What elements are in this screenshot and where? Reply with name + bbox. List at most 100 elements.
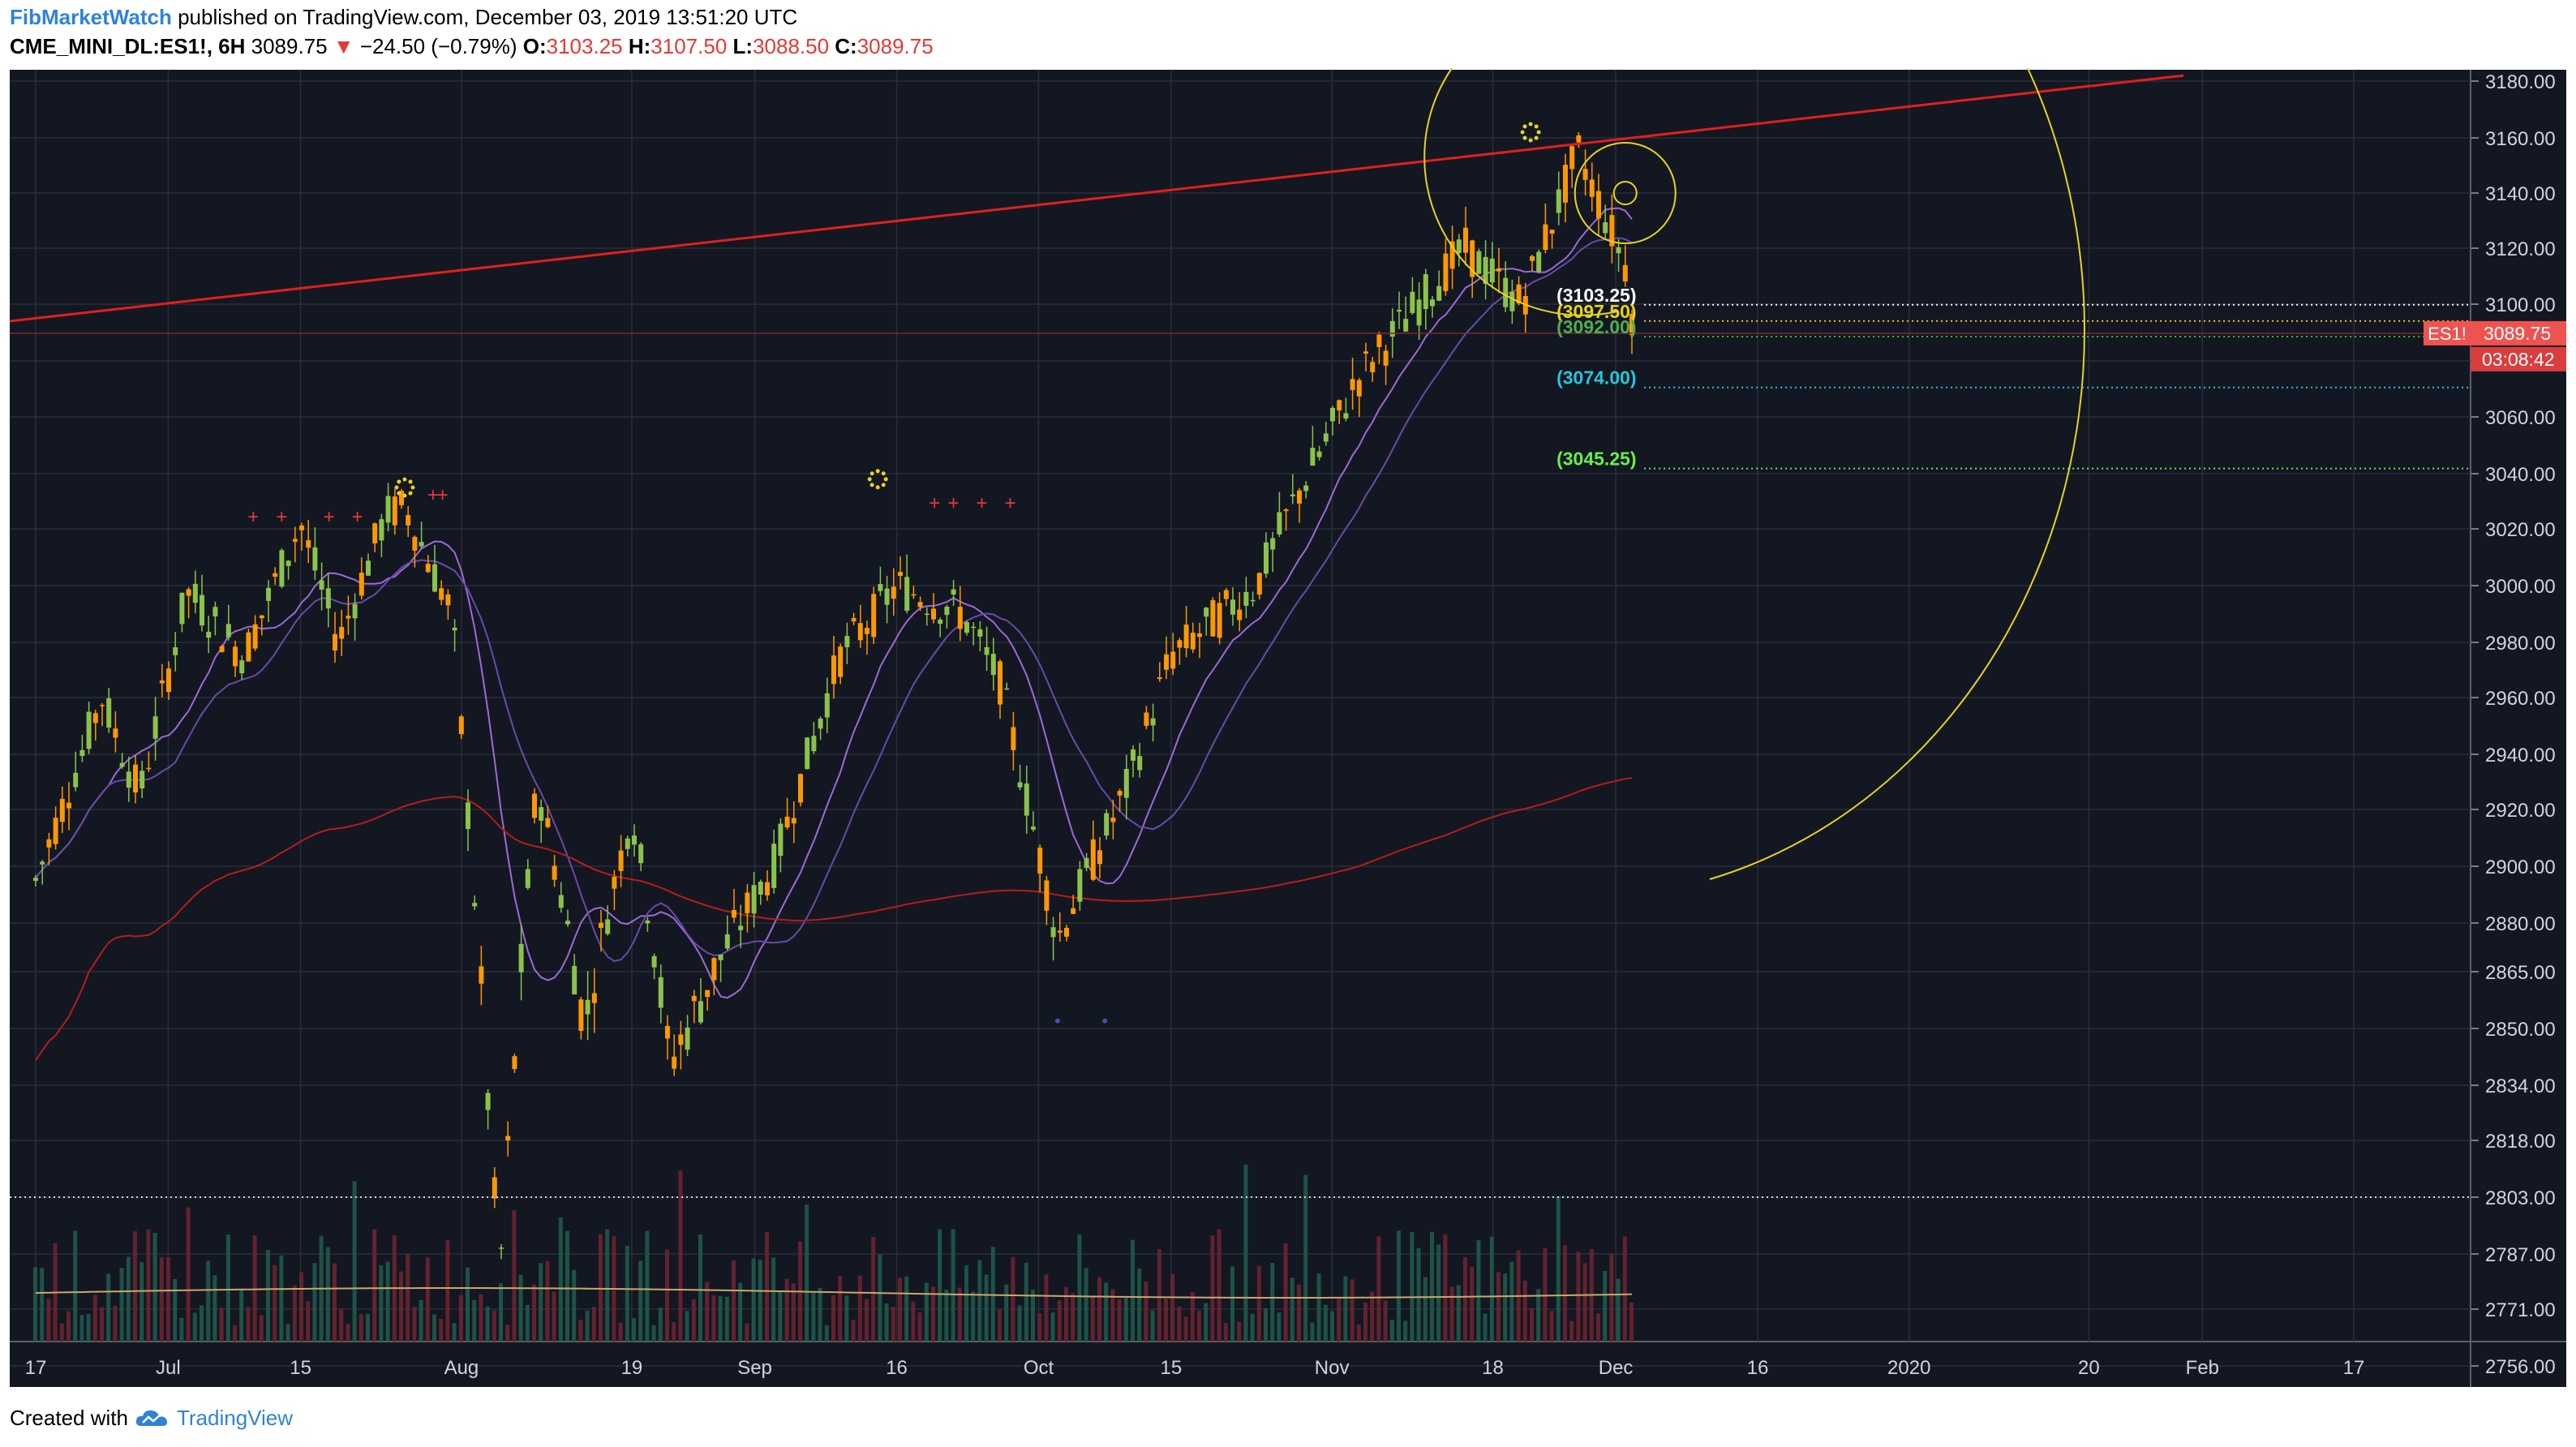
volume-bar (1090, 1295, 1095, 1342)
volume-bar (1470, 1266, 1475, 1342)
volume-bar (1350, 1279, 1355, 1342)
candle-body (1389, 320, 1395, 337)
dot-marker (1520, 130, 1525, 135)
volume-bar (1622, 1236, 1627, 1342)
candle-body (651, 955, 657, 968)
candle-body (1503, 277, 1509, 307)
volume-average-line (35, 1286, 1633, 1299)
candle-body (485, 1093, 491, 1110)
volume-bar (1456, 1285, 1461, 1342)
price-chart[interactable]: (3103.25)(3097.50)(3092.00) (3074.00) (304… (0, 68, 2576, 1392)
x-tick-label: 18 (1482, 1357, 1504, 1379)
volume-bar (406, 1253, 410, 1342)
plus-marker: + (929, 492, 940, 514)
candle-body (1622, 264, 1628, 282)
candle-body (67, 802, 71, 809)
x-tick-label: 2020 (1887, 1357, 1930, 1379)
fib-arc-mid (1423, 68, 1617, 316)
candle-body (857, 623, 863, 641)
candle-body (1363, 351, 1368, 354)
plus-marker: + (948, 492, 960, 514)
volume-bar (1017, 1305, 1022, 1342)
low-label: L: (732, 34, 753, 58)
volume-bar (784, 1278, 789, 1342)
volume-bar (286, 1324, 290, 1342)
volume-bar (279, 1255, 284, 1342)
candle-body (811, 736, 817, 752)
symbol-line: CME_MINI_DL:ES1!, 6H 3089.75 ▼ −24.50 (−… (10, 34, 934, 58)
plus-marker: + (276, 506, 287, 528)
candle-body (385, 496, 391, 523)
volume-bar (140, 1262, 144, 1342)
volume-bar (1011, 1256, 1015, 1342)
volume-bar (452, 1323, 457, 1342)
symbol-badge-bg (2424, 320, 2471, 346)
candle-body (1097, 850, 1102, 865)
candle-body (891, 586, 896, 599)
volume-bar (366, 1313, 370, 1342)
candle-body (698, 1001, 703, 1023)
candle-body (192, 583, 198, 603)
volume-bar (146, 1229, 151, 1342)
volume-bar (558, 1217, 563, 1342)
moving-averages (35, 207, 1633, 1062)
volume-bar (951, 1229, 955, 1342)
volume-bar (439, 1319, 444, 1342)
candle-body (206, 631, 212, 638)
volume-bar (1104, 1282, 1109, 1342)
volume-bar (651, 1325, 656, 1342)
volume-bar (458, 1295, 463, 1342)
volume-bar (466, 1267, 470, 1342)
candle-body (186, 589, 191, 596)
candle-body (917, 602, 923, 608)
volume-bar (113, 1305, 118, 1342)
candle-body (1250, 599, 1256, 602)
volume-bar (691, 1299, 696, 1342)
candle-body (691, 995, 697, 1002)
volume-bar (984, 1274, 989, 1342)
x-tick-label: 15 (1160, 1357, 1182, 1379)
candle-body (113, 728, 118, 738)
plus-marker: + (977, 492, 988, 514)
candle-body (152, 716, 158, 739)
symbol-name[interactable]: CME_MINI_DL:ES1!, 6H (10, 34, 246, 58)
candle-body (1356, 380, 1362, 397)
candle-body (545, 818, 551, 827)
volume-bar (724, 1296, 729, 1342)
candle-body (412, 536, 418, 551)
last-price-badge-bg (2471, 320, 2566, 346)
y-tick-label: 3000.00 (2485, 576, 2556, 598)
volume-bar (751, 1258, 756, 1342)
candle-body (79, 749, 85, 757)
volume-bar (552, 1291, 556, 1342)
y-tick-label: 2865.00 (2485, 962, 2556, 984)
volume-bar (1343, 1276, 1348, 1342)
volume-bar (312, 1263, 317, 1342)
volume-bar (266, 1250, 270, 1342)
symbol-badge: ES1! (2428, 324, 2467, 344)
volume-bar (1463, 1257, 1467, 1342)
candle-body (685, 1027, 690, 1050)
candle-body (406, 515, 411, 526)
volume-bar (1004, 1284, 1009, 1342)
volume-bar (46, 1299, 51, 1342)
volume-bar (512, 1210, 517, 1342)
volume-bar (1310, 1322, 1315, 1342)
candle-body (518, 943, 524, 973)
author-link[interactable]: FibMarketWatch (10, 5, 172, 29)
candle-body (977, 629, 983, 637)
dot-marker (1536, 130, 1541, 135)
volume-bar (1097, 1277, 1101, 1342)
volume-bar (1131, 1239, 1135, 1342)
high-label: H: (628, 34, 651, 58)
dot-marker (881, 483, 886, 487)
volume-bar (425, 1257, 430, 1342)
candle-body (1543, 224, 1548, 250)
y-tick-label: 2960.00 (2485, 688, 2556, 710)
tradingview-link[interactable]: TradingView (176, 1405, 294, 1430)
volume-bar (1290, 1277, 1294, 1342)
candle-body (292, 539, 298, 542)
volume-bar (1283, 1243, 1288, 1342)
volume-bar (292, 1285, 297, 1342)
candle-body (119, 762, 125, 767)
